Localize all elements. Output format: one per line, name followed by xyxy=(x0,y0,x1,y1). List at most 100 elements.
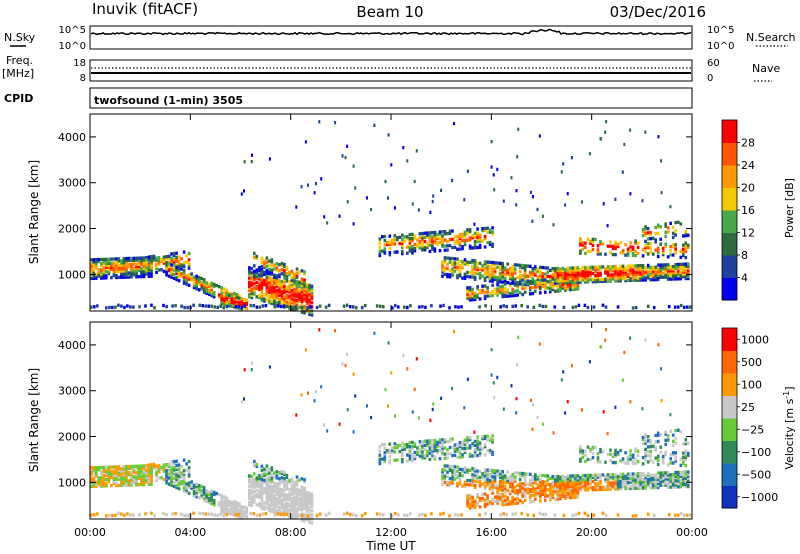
velocity-echo-cell xyxy=(631,455,635,459)
power-echo-cell xyxy=(275,294,279,299)
power-echo-cell xyxy=(117,269,121,273)
velocity-echo-cell xyxy=(381,457,384,461)
velocity-echo-cell xyxy=(539,490,542,495)
power-echo-cell xyxy=(363,303,367,308)
velocity-echo-cell xyxy=(220,510,223,514)
power-echo-cell xyxy=(660,191,663,195)
power-echo-cell xyxy=(584,245,587,249)
power-echo-cell xyxy=(401,233,404,237)
power-echo-cell xyxy=(471,234,474,238)
power-echo-cell xyxy=(456,235,459,239)
velocity-echo-cell xyxy=(544,490,547,494)
power-echo-cell xyxy=(217,293,221,297)
velocity-echo-cell xyxy=(90,474,93,478)
velocity-echo-cell xyxy=(429,418,432,422)
velocity-echo-cell xyxy=(187,483,191,487)
power-echo-cell xyxy=(258,275,261,279)
velocity-echo-cell xyxy=(544,512,548,517)
power-echo-cell xyxy=(554,266,557,271)
power-echo-cell xyxy=(115,267,118,271)
velocity-echo-cell xyxy=(255,478,259,482)
velocity-echo-cell xyxy=(137,470,141,474)
power-echo-cell xyxy=(135,268,138,273)
velocity-echo-cell xyxy=(523,484,527,488)
power-echo-cell xyxy=(406,159,409,163)
velocity-echo-cell xyxy=(473,505,477,510)
power-echo-cell xyxy=(456,265,459,269)
velocity-echo-cell xyxy=(556,476,560,481)
power-echo-cell xyxy=(433,239,437,243)
power-echo-cell xyxy=(591,271,595,276)
velocity-echo-cell xyxy=(624,484,627,489)
velocity-echo-cell xyxy=(270,503,274,507)
velocity-echo-cell xyxy=(135,479,138,483)
power-echo-cell xyxy=(240,301,244,305)
velocity-echo-cell xyxy=(488,479,492,483)
velocity-echo-cell xyxy=(581,478,585,482)
power-echo-cell xyxy=(476,265,479,269)
velocity-echo-cell xyxy=(629,476,632,480)
power-echo-cell xyxy=(167,264,171,268)
power-echo-cell xyxy=(574,272,577,276)
velocity-echo-cell xyxy=(147,465,151,469)
velocity-echo-cell xyxy=(614,479,617,483)
power-echo-cell xyxy=(466,169,469,173)
power-echo-cell xyxy=(278,299,281,304)
velocity-echo-cell xyxy=(544,488,547,492)
velocity-echo-cell xyxy=(483,502,487,506)
velocity-echo-cell xyxy=(521,474,524,478)
colorbar-tick-label: 500 xyxy=(741,356,762,369)
power-echo-cell xyxy=(120,267,123,271)
power-echo-cell xyxy=(634,249,637,253)
power-echo-cell xyxy=(300,287,304,292)
power-echo-cell xyxy=(456,261,459,265)
velocity-echo-cell xyxy=(248,492,251,497)
velocity-echo-cell xyxy=(511,487,514,491)
velocity-echo-cell xyxy=(120,475,123,479)
power-echo-cell xyxy=(293,298,296,302)
velocity-echo-cell xyxy=(483,480,487,484)
power-echo-cell xyxy=(609,273,612,277)
power-echo-cell xyxy=(682,264,685,268)
velocity-echo-cell xyxy=(433,445,437,449)
power-echo-cell xyxy=(442,303,445,308)
velocity-echo-cell xyxy=(634,449,637,453)
velocity-echo-cell xyxy=(446,439,449,444)
velocity-echo-cell xyxy=(112,469,116,473)
velocity-echo-cell xyxy=(551,485,555,489)
power-echo-cell xyxy=(549,277,552,281)
velocity-echo-cell xyxy=(275,490,279,494)
velocity-echo-cell xyxy=(639,476,642,480)
power-echo-cell xyxy=(513,267,517,271)
velocity-echo-cell xyxy=(305,505,309,509)
velocity-echo-cell xyxy=(253,481,256,486)
power-echo-cell xyxy=(418,240,422,244)
power-echo-cell xyxy=(539,291,542,295)
power-echo-cell xyxy=(303,298,306,303)
power-echo-cell xyxy=(253,278,256,282)
velocity-echo-cell xyxy=(391,450,394,454)
power-echo-cell xyxy=(170,273,173,277)
power-echo-cell xyxy=(666,267,670,271)
power-echo-cell xyxy=(375,304,379,308)
power-echo-cell xyxy=(473,267,477,271)
power-echo-cell xyxy=(471,258,474,263)
power-echo-cell xyxy=(222,296,226,300)
velocity-echo-cell xyxy=(531,499,535,504)
velocity-echo-cell xyxy=(596,485,600,490)
power-echo-cell xyxy=(446,240,449,244)
power-echo-cell xyxy=(463,276,467,280)
power-echo-cell xyxy=(473,293,477,297)
velocity-echo-cell xyxy=(646,471,650,476)
velocity-echo-cell xyxy=(258,491,261,495)
velocity-echo-cell xyxy=(421,450,424,454)
velocity-echo-cell xyxy=(441,442,444,446)
power-echo-cell xyxy=(626,272,630,276)
power-echo-cell xyxy=(255,284,259,289)
power-echo-cell xyxy=(135,256,138,260)
power-echo-cell xyxy=(115,269,118,273)
velocity-echo-cell xyxy=(488,438,492,442)
velocity-echo-cell xyxy=(162,511,165,516)
velocity-echo-cell xyxy=(90,478,93,482)
power-echo-cell xyxy=(160,268,163,272)
